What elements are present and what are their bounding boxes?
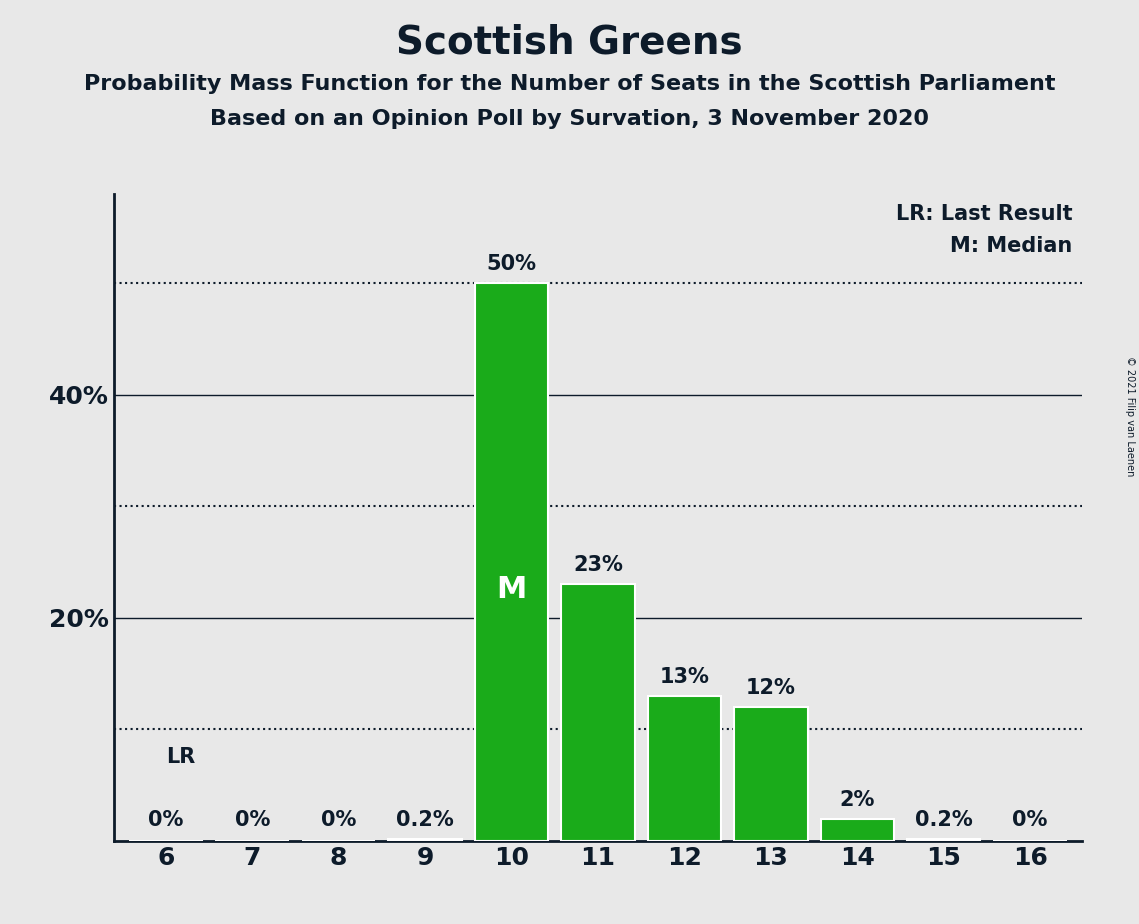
- Text: 13%: 13%: [659, 667, 710, 687]
- Text: 2%: 2%: [839, 790, 875, 809]
- Text: 0%: 0%: [321, 809, 357, 830]
- Text: 0.2%: 0.2%: [915, 809, 973, 830]
- Bar: [388, 839, 461, 841]
- Bar: [907, 839, 981, 841]
- Text: 0.2%: 0.2%: [396, 809, 454, 830]
- Bar: [735, 707, 808, 841]
- Bar: [648, 696, 721, 841]
- Bar: [475, 284, 548, 841]
- Text: LR: LR: [166, 748, 195, 767]
- Text: 12%: 12%: [746, 678, 796, 699]
- Bar: [820, 819, 894, 841]
- Text: © 2021 Filip van Laenen: © 2021 Filip van Laenen: [1125, 356, 1134, 476]
- Text: 50%: 50%: [486, 254, 536, 274]
- Text: M: M: [497, 576, 526, 604]
- Bar: [562, 584, 634, 841]
- Text: 0%: 0%: [148, 809, 183, 830]
- Text: LR: Last Result: LR: Last Result: [895, 204, 1073, 224]
- Text: 0%: 0%: [235, 809, 270, 830]
- Text: M: Median: M: Median: [950, 236, 1073, 256]
- Text: 23%: 23%: [573, 555, 623, 576]
- Text: Scottish Greens: Scottish Greens: [396, 23, 743, 61]
- Text: Based on an Opinion Poll by Survation, 3 November 2020: Based on an Opinion Poll by Survation, 3…: [210, 109, 929, 129]
- Text: 0%: 0%: [1013, 809, 1048, 830]
- Text: Probability Mass Function for the Number of Seats in the Scottish Parliament: Probability Mass Function for the Number…: [84, 74, 1055, 94]
